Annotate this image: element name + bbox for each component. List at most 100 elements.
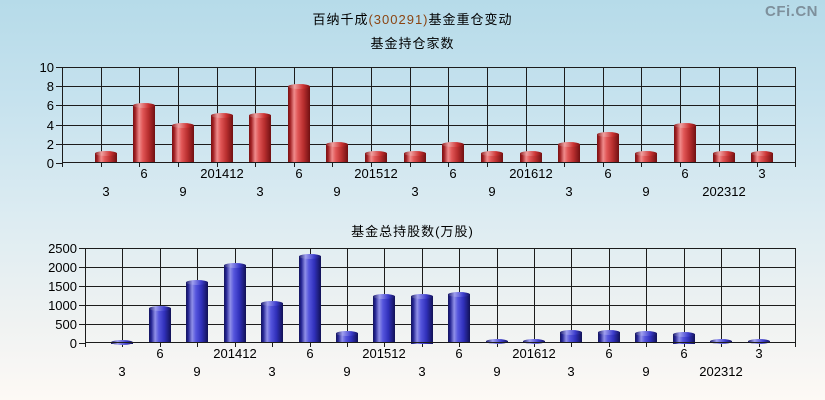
bar <box>365 151 387 163</box>
gridline-vertical <box>487 67 488 163</box>
x-axis-tick <box>571 343 572 347</box>
bar-top-cap <box>186 280 208 285</box>
gridline-vertical <box>272 248 273 343</box>
gridline-vertical <box>795 248 796 343</box>
x-axis-tick <box>759 343 760 347</box>
bar-top-cap <box>261 301 283 306</box>
gridline-vertical <box>721 248 722 343</box>
y-axis-tick <box>56 105 62 106</box>
bar <box>373 294 395 343</box>
bar-top-cap <box>288 84 310 89</box>
gridline-horizontal <box>85 267 796 268</box>
x-tick-label: 3 <box>256 184 264 199</box>
bar-top-cap <box>635 331 657 336</box>
bar <box>172 123 194 163</box>
x-axis-tick <box>410 163 411 167</box>
page-title-suffix: 基金重仓变动 <box>428 12 513 27</box>
bar <box>133 103 155 163</box>
bar-top-cap <box>404 151 426 156</box>
x-tick-label: 6 <box>140 166 148 181</box>
gridline-horizontal <box>85 286 796 287</box>
y-tick-label: 2500 <box>48 241 77 256</box>
gridline-vertical <box>526 67 527 163</box>
bar-top-cap <box>411 294 433 299</box>
x-axis-tick <box>332 163 333 167</box>
x-tick-label: 9 <box>193 364 201 379</box>
gridline-horizontal <box>85 248 796 249</box>
x-tick-label: 201612 <box>512 346 556 361</box>
bar-top-cap <box>299 254 321 259</box>
bar <box>299 254 321 343</box>
gridline-vertical <box>609 248 610 343</box>
bar-top-cap <box>365 151 387 156</box>
bar <box>635 151 657 163</box>
bar-top-cap <box>486 339 508 344</box>
y-tick-label: 2 <box>46 137 54 152</box>
gridline-vertical <box>564 67 565 163</box>
x-axis-tick <box>371 163 372 167</box>
y-axis-tick <box>79 286 85 287</box>
x-tick-label: 6 <box>449 166 457 181</box>
y-tick-label: 8 <box>46 79 54 94</box>
bar-top-cap <box>558 142 580 147</box>
x-tick-label: 6 <box>605 346 613 361</box>
y-tick-label: 0 <box>69 336 77 351</box>
total-shares-chart: 0 500 1000 1500 2000 2500 3 6 9 201412 3 6 9 201512 3 6… <box>48 242 796 383</box>
x-tick-label: 3 <box>755 346 763 361</box>
bar <box>481 151 503 163</box>
bar <box>674 123 696 163</box>
x-axis-line <box>85 342 796 343</box>
gridline-horizontal <box>85 324 796 325</box>
bar-top-cap <box>560 330 582 335</box>
bar-top-cap <box>481 151 503 156</box>
x-axis-tick <box>526 163 527 167</box>
bar-top-cap <box>597 132 619 137</box>
x-axis-tick <box>255 163 256 167</box>
x-tick-label: 3 <box>118 364 126 379</box>
x-tick-label: 6 <box>680 346 688 361</box>
bar <box>186 280 208 343</box>
bar-top-cap <box>336 331 358 336</box>
y-axis-tick <box>56 86 62 87</box>
x-axis-line <box>62 162 796 163</box>
x-tick-label: 6 <box>681 166 689 181</box>
bar <box>751 151 773 163</box>
x-axis-tick <box>139 163 140 167</box>
y-axis-tick <box>79 305 85 306</box>
gridline-vertical <box>680 67 681 163</box>
bar-top-cap <box>710 339 732 344</box>
x-tick-label: 3 <box>102 184 110 199</box>
bar <box>673 332 695 344</box>
cfi-logo[interactable]: CFi.CN <box>765 3 818 20</box>
gridline-vertical <box>85 248 86 343</box>
bar-top-cap <box>448 292 470 297</box>
gridline-vertical <box>347 248 348 343</box>
page-title-prefix: 百纳千成 <box>312 12 369 27</box>
x-tick-label: 201512 <box>362 346 406 361</box>
x-tick-label: 201612 <box>509 166 553 181</box>
bar <box>149 306 171 343</box>
x-axis-tick <box>272 343 273 347</box>
y-tick-label: 0 <box>46 156 54 171</box>
gridline-vertical <box>448 67 449 163</box>
gridline-vertical <box>160 248 161 343</box>
x-axis-tick <box>534 343 535 347</box>
x-tick-label: 6 <box>306 346 314 361</box>
bar-top-cap <box>249 113 271 118</box>
gridline-vertical <box>759 248 760 343</box>
bar-top-cap <box>373 294 395 299</box>
y-axis-tick <box>56 125 62 126</box>
bar-top-cap <box>224 263 246 268</box>
bar-top-cap <box>523 339 545 344</box>
bar <box>442 142 464 163</box>
page-title: 百纳千成(300291)基金重仓变动 <box>0 9 825 28</box>
funds-count-chart: 0 2 4 6 8 10 3 6 9 201412 3 6 9 201512 3 6 9 201612 3 6 9 6 20… <box>40 61 796 203</box>
x-tick-label: 201412 <box>213 346 257 361</box>
gridline-vertical <box>62 67 63 163</box>
x-tick-label: 6 <box>604 166 612 181</box>
y-axis-tick <box>79 324 85 325</box>
y-tick-label: 1000 <box>48 298 77 313</box>
x-tick-label: 201512 <box>354 166 398 181</box>
x-axis-tick <box>719 163 720 167</box>
